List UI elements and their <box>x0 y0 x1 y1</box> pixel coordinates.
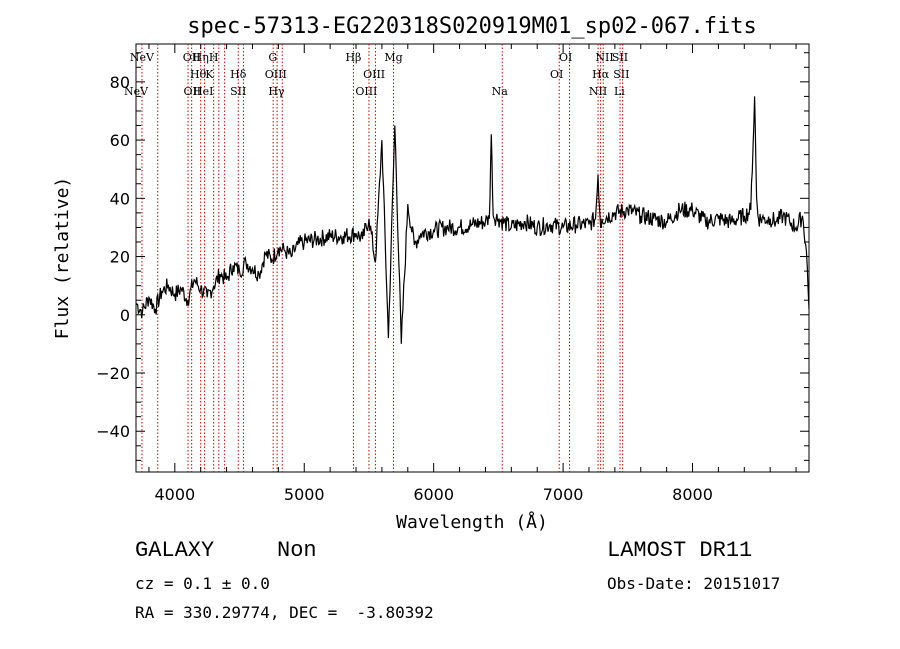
y-tick-label: −20 <box>96 364 130 383</box>
y-tick-label: 0 <box>120 306 130 325</box>
y-tick-label: −40 <box>96 422 130 441</box>
x-axis-label: Wavelength (Å) <box>396 511 548 533</box>
spectral-line-label: Hβ <box>345 51 361 64</box>
spectral-line-label: Hγ <box>268 85 285 98</box>
x-tick-label: 4000 <box>154 485 195 504</box>
coordinates: RA = 330.29774, DEC = -3.80392 <box>135 603 434 622</box>
spectral-line-label: Hθ <box>190 68 207 81</box>
y-tick-label: 80 <box>110 73 130 92</box>
spectral-line-label: OI <box>559 51 572 64</box>
spectral-line-label: SII <box>612 51 628 64</box>
spectral-line-label: NII <box>589 85 607 98</box>
y-axis-ticks: −40 −20 0 20 40 60 80 <box>96 52 809 461</box>
x-tick-label: 5000 <box>284 485 325 504</box>
spectral-line-label: NeV <box>130 51 155 64</box>
spectral-line-markers <box>141 44 624 472</box>
spectral-line-label: OII <box>183 51 201 64</box>
y-tick-label: 60 <box>110 131 130 150</box>
object-subclass: Non <box>277 538 317 563</box>
spectral-line-label: OI <box>550 68 563 81</box>
chart-title: spec-57313-EG220318S020919M01_sp02-067.f… <box>187 14 757 39</box>
x-tick-label: 6000 <box>413 485 454 504</box>
spectral-line-label: HeI <box>193 85 213 98</box>
spectral-line-label: Hδ <box>230 68 247 81</box>
spectral-line-label: OIII <box>265 68 287 81</box>
spectral-line-label: K <box>205 68 214 81</box>
y-tick-label: 20 <box>110 248 130 267</box>
spectral-line-label: H <box>209 51 219 64</box>
spectral-line-label: G <box>268 51 277 64</box>
x-tick-label: 8000 <box>672 485 713 504</box>
x-axis-ticks: 4000 5000 6000 7000 8000 <box>148 44 797 504</box>
y-tick-label: 40 <box>110 189 130 208</box>
object-type: GALAXY <box>135 538 215 563</box>
redshift-cz: cz = 0.1 ± 0.0 <box>135 574 270 593</box>
spectral-line-label: OIII <box>355 85 377 98</box>
observation-date: Obs-Date: 20151017 <box>607 574 781 593</box>
spectrum-line <box>135 96 810 344</box>
x-tick-label: 7000 <box>543 485 584 504</box>
spectral-line-label: Hα <box>592 68 610 81</box>
spectral-line-label: SII <box>613 68 629 81</box>
y-axis-label: Flux (relative) <box>52 177 73 340</box>
spectral-line-label: OII <box>183 85 201 98</box>
spectral-line-label: NII <box>595 51 613 64</box>
spectral-line-label: Li <box>614 85 625 98</box>
plot-frame <box>135 43 810 473</box>
survey-name: LAMOST DR11 <box>607 538 753 563</box>
spectral-line-label: SII <box>230 85 246 98</box>
spectral-line-label: NeV <box>124 85 149 98</box>
spectral-line-label: OIII <box>363 68 385 81</box>
spectral-line-label: Mg <box>384 51 402 64</box>
spectral-line-label: Na <box>492 85 509 98</box>
spectral-line-label: Hη <box>193 51 209 64</box>
